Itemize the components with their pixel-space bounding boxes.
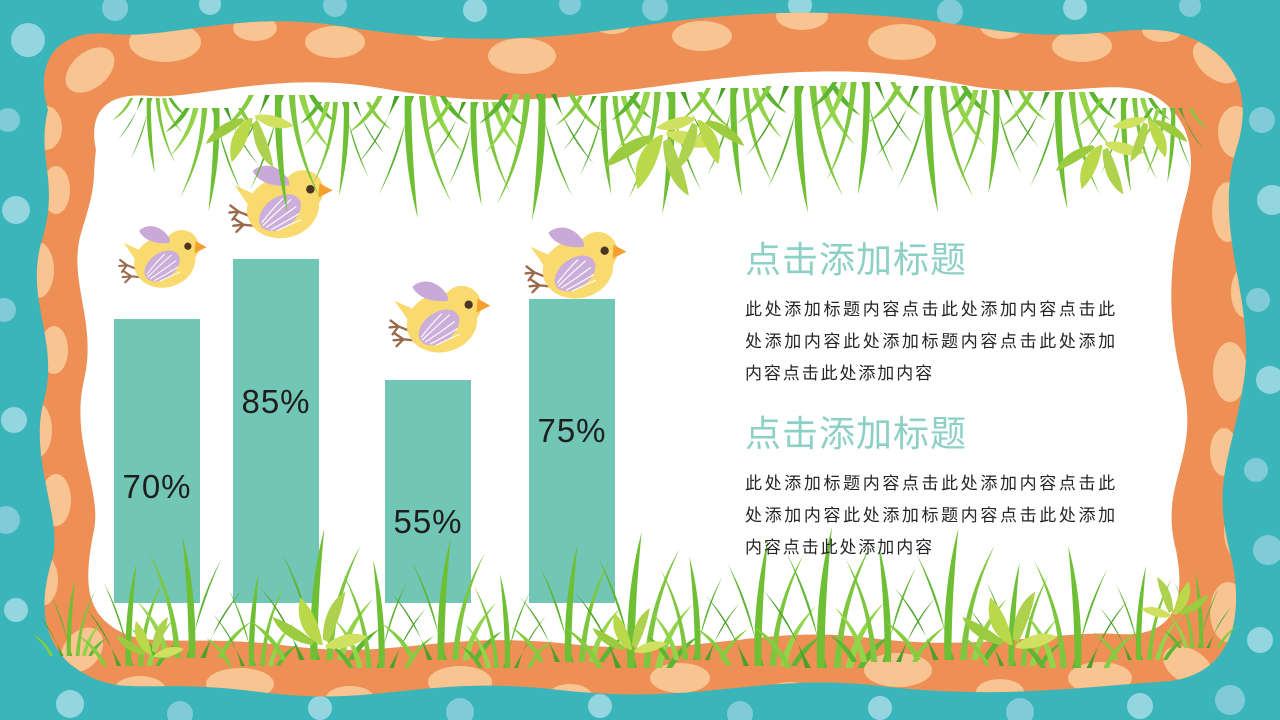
bar-label: 55% [393,503,463,540]
chick-icon [118,225,208,296]
section-body[interactable]: 此处添加标题内容点击此处添加内容点击此处添加内容此处添加标题内容点击此处添加内容… [745,474,1117,558]
bar-label: 75% [537,412,607,449]
chick-icon [388,280,492,362]
section-title[interactable]: 点击添加标题 [745,414,968,454]
bar[interactable]: 85% [233,259,319,603]
chick-icon [524,226,628,308]
bar[interactable]: 75% [529,299,615,603]
section-2: 点击添加标题 此处添加标题内容点击此处添加内容点击此处添加内容此处添加标题内容点… [745,414,1117,564]
bar-label: 70% [122,468,192,505]
section-body[interactable]: 此处添加标题内容点击此处添加内容点击此处添加内容此处添加标题内容点击此处添加内容… [745,300,1117,384]
chick-icon [228,164,334,248]
bar[interactable]: 55% [385,380,471,603]
bar[interactable]: 70% [114,319,200,603]
bar-label: 85% [241,383,311,420]
section-title[interactable]: 点击添加标题 [745,240,968,280]
section-1: 点击添加标题 此处添加标题内容点击此处添加内容点击此处添加内容此处添加标题内容点… [745,240,1117,390]
